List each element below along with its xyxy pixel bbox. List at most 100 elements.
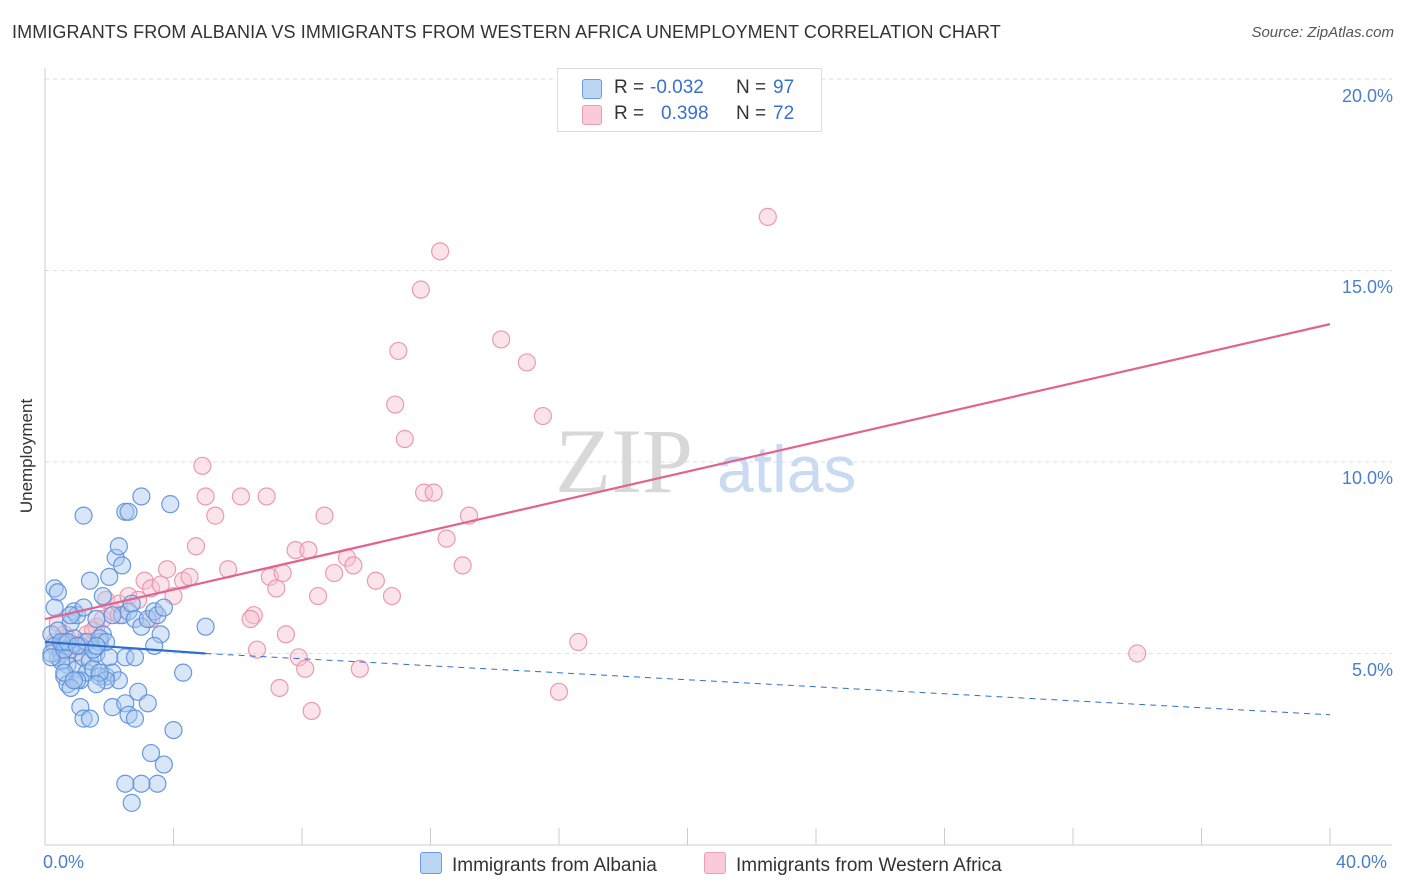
source-label: Source: ZipAtlas.com <box>1251 24 1394 41</box>
western-africa-point <box>276 625 296 644</box>
albania-point <box>80 571 100 590</box>
x-tick-label-min: 0.0% <box>43 852 85 872</box>
albania-point <box>125 648 145 667</box>
albania-point <box>119 502 138 521</box>
western-africa-point <box>569 632 588 652</box>
n-label: N = <box>736 77 767 98</box>
albania-point <box>132 774 151 793</box>
western-africa-trend-line <box>44 323 1331 621</box>
western-africa-swatch <box>582 105 602 125</box>
albania-point <box>87 675 106 694</box>
western-africa-point <box>241 609 260 629</box>
western-africa-point <box>157 560 177 579</box>
albania-point <box>74 709 93 728</box>
albania-point <box>164 720 183 740</box>
western-africa-point <box>180 567 199 587</box>
albania-point <box>48 583 67 602</box>
albania-point <box>74 506 93 525</box>
western-africa-point <box>257 487 276 506</box>
albania-point <box>141 743 161 763</box>
western-africa-point <box>286 540 305 560</box>
western-africa-point <box>395 429 414 449</box>
western-africa-point <box>315 506 334 525</box>
r-label: R = <box>614 103 645 124</box>
western-africa-point <box>389 341 408 361</box>
albania-trend-line-extrapolated <box>205 653 1331 716</box>
albania-point <box>109 671 128 690</box>
western-africa-point <box>1128 644 1147 663</box>
trend-lines <box>44 323 1331 716</box>
y-axis-title: Unemployment <box>17 398 36 514</box>
western-africa-point <box>386 395 405 414</box>
albania-point <box>161 495 180 514</box>
albania-trend-line <box>44 640 206 655</box>
albania-point <box>138 694 157 713</box>
western-africa-point <box>289 648 308 667</box>
y-tick-label: 15.0% <box>1341 277 1393 297</box>
western-africa-n-value: 72 <box>773 103 795 124</box>
albania-point <box>154 755 173 774</box>
western-africa-swatch <box>704 852 726 874</box>
western-africa-point <box>186 537 206 556</box>
albania-point <box>90 663 109 682</box>
albania-point <box>64 671 84 690</box>
albania-point <box>51 652 71 671</box>
western-africa-point <box>247 640 267 659</box>
series-legend: Immigrants from Albania Immigrants from … <box>0 852 1406 878</box>
albania-point <box>154 598 173 617</box>
legend-label-western-africa: Immigrants from Western Africa <box>736 855 1002 876</box>
western-africa-point <box>344 556 363 575</box>
axes <box>44 68 1392 846</box>
western-africa-point <box>453 556 472 575</box>
grid-lines <box>45 78 1392 654</box>
series-albania-points <box>42 487 215 812</box>
n-label: N = <box>736 103 767 124</box>
western-africa-point <box>196 487 215 506</box>
albania-point <box>109 537 128 556</box>
albania-swatch <box>420 852 442 874</box>
western-africa-point <box>366 571 385 590</box>
western-africa-point <box>549 682 569 701</box>
western-africa-point <box>193 456 212 475</box>
albania-r-value: -0.032 <box>650 77 704 98</box>
albania-point <box>103 606 122 625</box>
western-africa-point <box>437 529 456 548</box>
albania-point <box>132 487 151 506</box>
western-africa-point <box>350 659 369 678</box>
albania-point <box>145 636 164 655</box>
albania-point <box>87 609 106 629</box>
albania-point <box>112 556 132 575</box>
chart-title: IMMIGRANTS FROM ALBANIA VS IMMIGRANTS FR… <box>12 22 1001 42</box>
western-africa-point <box>411 280 430 299</box>
western-africa-point <box>424 483 443 502</box>
albania-swatch <box>582 79 602 99</box>
legend-item-western-africa[interactable]: Immigrants from Western Africa <box>704 852 1002 877</box>
western-africa-point <box>231 487 251 506</box>
albania-point <box>93 586 112 606</box>
western-africa-point <box>296 659 315 678</box>
correlation-legend: R = -0.032 N = 97 R = 0.398 N = 72 <box>557 68 822 132</box>
watermark-atlas: atlas <box>717 432 856 506</box>
western-africa-point <box>267 579 286 598</box>
western-africa-point <box>299 540 318 560</box>
western-africa-point <box>325 563 344 583</box>
legend-label-albania: Immigrants from Albania <box>452 855 657 876</box>
albania-point <box>174 663 193 682</box>
albania-point <box>125 709 145 728</box>
albania-n-value: 97 <box>773 77 795 98</box>
western-africa-point <box>758 207 777 226</box>
western-africa-point <box>414 483 434 502</box>
legend-item-albania[interactable]: Immigrants from Albania <box>420 852 657 877</box>
western-africa-point <box>431 242 450 261</box>
western-africa-point <box>302 701 321 721</box>
albania-point <box>116 694 135 713</box>
western-africa-point <box>308 586 328 606</box>
albania-point <box>80 709 100 728</box>
y-tick-label: 20.0% <box>1341 86 1393 106</box>
albania-point <box>100 648 119 667</box>
y-tick-label: 10.0% <box>1341 468 1393 488</box>
albania-point <box>151 625 170 644</box>
western-africa-point <box>270 678 289 698</box>
albania-point <box>148 774 167 793</box>
